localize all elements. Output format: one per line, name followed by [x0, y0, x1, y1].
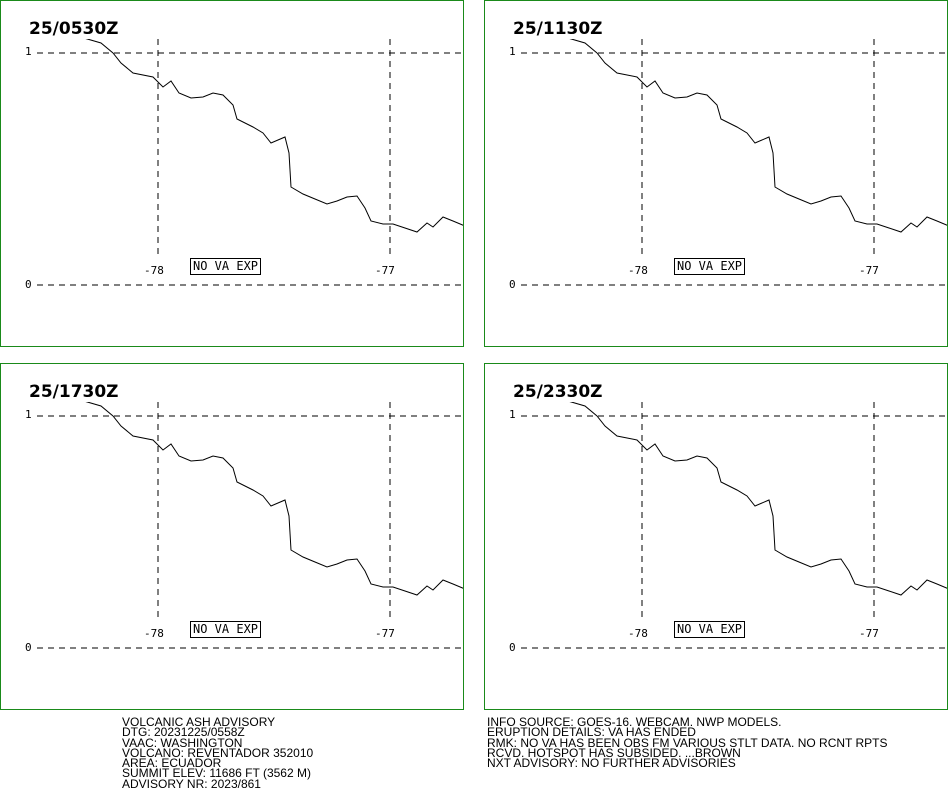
- coastline: [76, 35, 463, 233]
- valid-time-label: 25/2330Z: [513, 382, 603, 402]
- lon-label-left: -78: [628, 264, 648, 277]
- lon-label-right: -77: [375, 264, 395, 277]
- lon-label-left: -78: [144, 264, 164, 277]
- lat-label-top: 1: [25, 45, 32, 58]
- lat-label-bottom: 0: [509, 278, 516, 291]
- advisory-left-text: VOLCANIC ASH ADVISORY DTG: 20231225/0558…: [122, 715, 314, 791]
- map-panel: 25/2330Z 1 0 -78 -77 NO VA EXP: [484, 363, 948, 710]
- advisory-line: VOLCANO: REVENTADOR 352010: [122, 745, 314, 760]
- no-va-exp-box: NO VA EXP: [190, 621, 262, 638]
- no-va-exp-box: NO VA EXP: [674, 258, 746, 275]
- advisory-right-text: INFO SOURCE: GOES-16. WEBCAM. NWP MODELS…: [487, 715, 888, 771]
- lat-label-top: 1: [25, 408, 32, 421]
- advisory-line: RCVD. HOTSPOT HAS SUBSIDED. ...BROWN: [487, 745, 741, 760]
- coastline: [560, 398, 947, 596]
- lat-label-bottom: 0: [25, 641, 32, 654]
- advisory-line: ERUPTION DETAILS: VA HAS ENDED: [487, 725, 696, 740]
- advisory-line: VOLCANIC ASH ADVISORY: [122, 715, 276, 729]
- no-va-exp-box: NO VA EXP: [674, 621, 746, 638]
- advisory-line: SUMMIT ELEV: 11686 FT (3562 M): [122, 766, 311, 781]
- lon-label-right: -77: [375, 627, 395, 640]
- lat-label-bottom: 0: [25, 278, 32, 291]
- advisory-line: DTG: 20231225/0558Z: [122, 725, 245, 740]
- advisory-line: NXT ADVISORY: NO FURTHER ADVISORIES: [487, 756, 736, 771]
- map-canvas: [521, 35, 947, 286]
- lon-label-right: -77: [859, 264, 879, 277]
- map-canvas: [37, 35, 463, 286]
- lat-label-top: 1: [509, 45, 516, 58]
- no-va-exp-box: NO VA EXP: [190, 258, 262, 275]
- graticule: [37, 402, 463, 649]
- lat-label-bottom: 0: [509, 641, 516, 654]
- valid-time-label: 25/0530Z: [29, 19, 119, 39]
- advisory-line: VAAC: WASHINGTON: [122, 735, 243, 750]
- advisory-line: RMK: NO VA HAS BEEN OBS FM VARIOUS STLT …: [487, 735, 888, 750]
- graticule: [37, 39, 463, 286]
- graticule: [521, 39, 947, 286]
- coastline: [560, 35, 947, 233]
- lon-label-right: -77: [859, 627, 879, 640]
- advisory-line: AREA: ECUADOR: [122, 756, 222, 771]
- coastline: [76, 398, 463, 596]
- advisory-line: ADVISORY NR: 2023/861: [122, 776, 261, 791]
- lat-label-top: 1: [509, 408, 516, 421]
- map-panel: 25/1730Z 1 0 -78 -77 NO VA EXP: [0, 363, 464, 710]
- valid-time-label: 25/1730Z: [29, 382, 119, 402]
- map-canvas: [37, 398, 463, 649]
- lon-label-left: -78: [144, 627, 164, 640]
- graticule: [521, 402, 947, 649]
- advisory-line: INFO SOURCE: GOES-16. WEBCAM. NWP MODELS…: [487, 715, 782, 729]
- map-panel: 25/1130Z 1 0 -78 -77 NO VA EXP: [484, 0, 948, 347]
- lon-label-left: -78: [628, 627, 648, 640]
- map-panel: 25/0530Z 1 0 -78 -77 NO VA EXP: [0, 0, 464, 347]
- map-canvas: [521, 398, 947, 649]
- valid-time-label: 25/1130Z: [513, 19, 603, 39]
